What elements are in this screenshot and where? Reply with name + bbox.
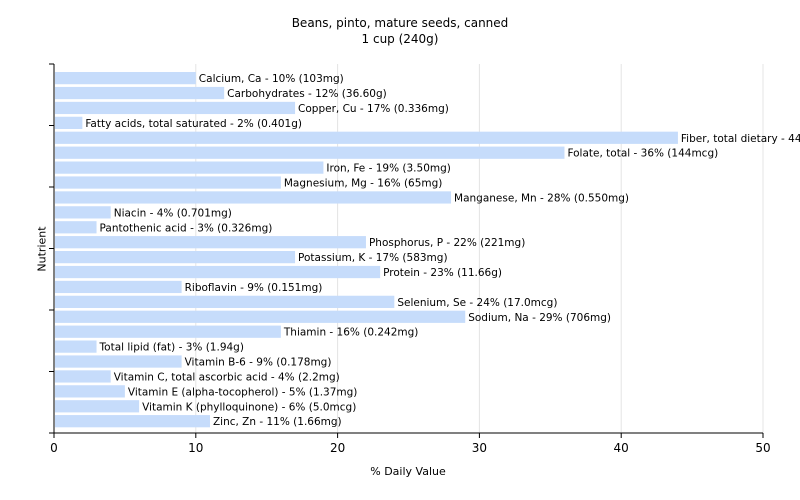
bar-label: Protein - 23% (11.66g) [383, 267, 502, 279]
bar-label: Selenium, Se - 24% (17.0mcg) [397, 297, 557, 309]
bar-label: Vitamin C, total ascorbic acid - 4% (2.2… [114, 371, 340, 383]
bar-label: Niacin - 4% (0.701mg) [114, 207, 232, 219]
bar [55, 236, 366, 249]
bar-label: Magnesium, Mg - 16% (65mg) [284, 178, 443, 190]
x-axis-label: % Daily Value [370, 465, 446, 478]
bar [55, 146, 565, 159]
bar [55, 191, 452, 204]
bar-label: Total lipid (fat) - 3% (1.94g) [99, 342, 244, 354]
bar [55, 370, 111, 383]
bar-label: Vitamin B-6 - 9% (0.178mg) [185, 357, 332, 369]
x-tick-label: 40 [614, 441, 629, 455]
bar [55, 221, 97, 234]
bar-label: Potassium, K - 17% (583mg) [298, 252, 448, 264]
x-tick-label: 10 [188, 441, 203, 455]
bar [55, 280, 182, 294]
bar-label: Vitamin E (alpha-tocopherol) - 5% (1.37m… [128, 386, 358, 398]
bar [55, 116, 83, 129]
bar [55, 101, 296, 115]
bar [55, 161, 324, 174]
bar [55, 176, 281, 189]
bar [55, 251, 296, 264]
bar-label: Phosphorus, P - 22% (221mg) [369, 237, 525, 249]
bar [55, 86, 225, 100]
x-tick-label: 30 [472, 441, 487, 455]
bar-label: Thiamin - 16% (0.242mg) [283, 327, 419, 339]
bar [55, 131, 678, 144]
bar-label: Manganese, Mn - 28% (0.550mg) [454, 192, 629, 204]
bar-label: Fiber, total dietary - 44% (11.0g) [681, 133, 800, 145]
x-tick-label: 20 [330, 441, 345, 455]
bar [55, 72, 196, 85]
bar-label: Folate, total - 36% (144mcg) [567, 148, 718, 160]
bar [55, 415, 210, 428]
bar-label: Iron, Fe - 19% (3.50mg) [326, 163, 450, 175]
chart-subtitle: 1 cup (240g) [361, 32, 439, 46]
bar-label: Copper, Cu - 17% (0.336mg) [298, 103, 449, 115]
bar-label: Sodium, Na - 29% (706mg) [468, 312, 611, 324]
bar [55, 265, 381, 279]
bar [55, 206, 111, 219]
x-tick-label: 50 [755, 441, 770, 455]
bar [55, 340, 97, 353]
bar-label: Zinc, Zn - 11% (1.66mg) [213, 416, 342, 428]
bar-label: Carbohydrates - 12% (36.60g) [227, 88, 387, 100]
bar-label: Fatty acids, total saturated - 2% (0.401… [85, 118, 302, 130]
bar [55, 295, 395, 308]
bar [55, 400, 140, 413]
bar [55, 325, 281, 338]
chart-title: Beans, pinto, mature seeds, canned [291, 16, 509, 30]
bar-label: Pantothenic acid - 3% (0.326mg) [100, 222, 273, 234]
x-tick-label: 0 [50, 441, 58, 455]
bar [55, 310, 466, 323]
bar-label: Vitamin K (phylloquinone) - 6% (5.0mcg) [142, 401, 356, 413]
bar-label: Riboflavin - 9% (0.151mg) [185, 282, 323, 294]
bar [55, 385, 125, 398]
bar [55, 355, 182, 368]
bar-label: Calcium, Ca - 10% (103mg) [199, 73, 344, 85]
